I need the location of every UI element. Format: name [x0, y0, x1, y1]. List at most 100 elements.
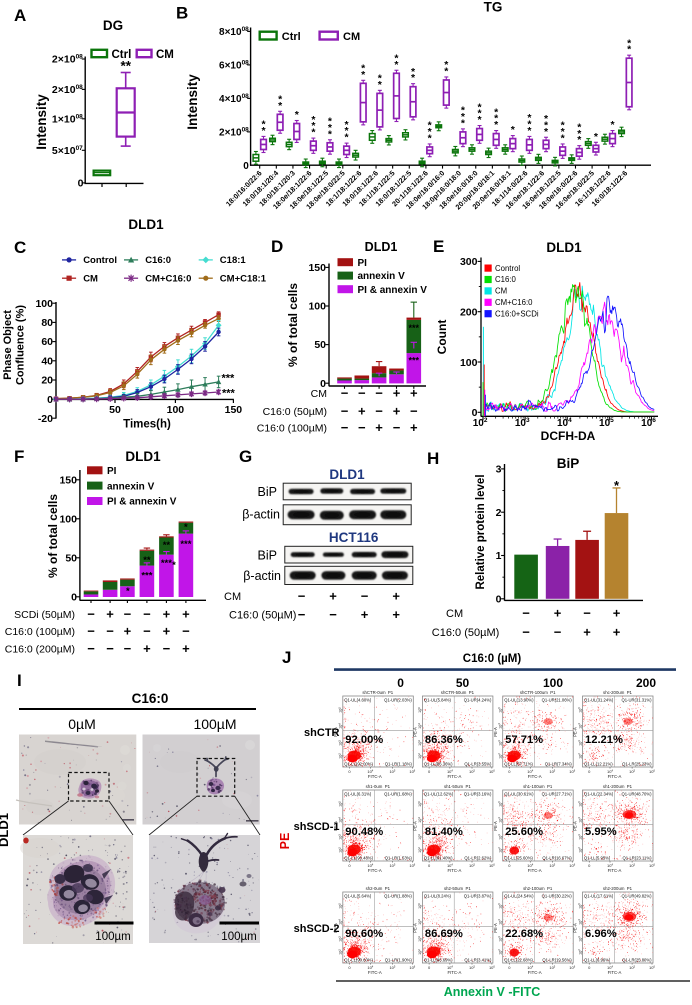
svg-text:***: ***	[409, 356, 420, 366]
svg-text:+: +	[393, 386, 401, 401]
svg-text:103: 103	[417, 834, 422, 840]
svg-text:*: *	[172, 560, 176, 571]
svg-text:-20: -20	[38, 413, 53, 425]
svg-text:105: 105	[469, 964, 475, 970]
svg-text:Q1-UR(2.03%): Q1-UR(2.03%)	[384, 698, 412, 703]
svg-text:*: *	[544, 126, 549, 138]
svg-text:−: −	[341, 420, 349, 435]
svg-text:F: F	[14, 447, 24, 466]
svg-text:Q1-UL(6.31%): Q1-UL(6.31%)	[344, 792, 372, 797]
svg-text:−: −	[124, 641, 132, 656]
svg-text:−: −	[106, 641, 114, 656]
svg-text:0: 0	[348, 769, 351, 774]
svg-text:−: −	[329, 607, 337, 622]
svg-text:CM: CM	[495, 287, 507, 296]
svg-text:sh1-0um P1: sh1-0um P1	[366, 784, 391, 789]
svg-text:DLD1: DLD1	[128, 217, 164, 232]
svg-text:H: H	[427, 449, 439, 468]
svg-text:PE-A: PE-A	[493, 727, 498, 737]
svg-text:0: 0	[588, 769, 591, 774]
svg-text:Q1-LL(5.95%): Q1-LL(5.95%)	[584, 855, 611, 860]
svg-text:sh1-100um P1: sh1-100um P1	[523, 784, 553, 789]
svg-text:102: 102	[417, 949, 422, 955]
svg-text:Relative protein level: Relative protein level	[475, 474, 487, 589]
svg-text:104: 104	[577, 817, 582, 823]
svg-text:104: 104	[497, 817, 502, 823]
svg-text:−: −	[410, 404, 418, 419]
svg-text:Phase Object: Phase Object	[2, 310, 14, 380]
svg-text:−: −	[87, 624, 95, 639]
svg-text:102: 102	[497, 753, 502, 759]
svg-text:Q1-LL(86.36%): Q1-LL(86.36%)	[424, 761, 453, 766]
svg-text:81.40%: 81.40%	[425, 826, 463, 838]
svg-text:103: 103	[417, 936, 422, 942]
svg-text:105: 105	[577, 801, 582, 807]
svg-text:+: +	[392, 607, 400, 622]
svg-text:106: 106	[569, 862, 575, 868]
svg-text:104: 104	[417, 919, 422, 925]
svg-text:0: 0	[428, 863, 431, 868]
svg-text:CM: CM	[446, 608, 463, 620]
svg-text:PE: PE	[278, 833, 292, 850]
svg-text:−: −	[341, 404, 349, 419]
svg-text:Q1-UL(4.60%): Q1-UL(4.60%)	[344, 698, 372, 703]
svg-text:sh1-200um P1: sh1-200um P1	[603, 784, 633, 789]
svg-text:+: +	[375, 420, 383, 435]
svg-text:FITC-A: FITC-A	[447, 868, 461, 873]
svg-text:102: 102	[337, 753, 342, 759]
svg-text:103: 103	[337, 740, 342, 746]
svg-text:Q1-LR(7.34%): Q1-LR(7.34%)	[545, 761, 573, 766]
svg-text:annexin V: annexin V	[107, 481, 155, 492]
svg-text:105: 105	[549, 964, 555, 970]
svg-text:*: *	[444, 65, 449, 77]
svg-text:0: 0	[428, 769, 431, 774]
svg-text:105: 105	[629, 862, 635, 868]
svg-text:20: 20	[41, 375, 53, 387]
svg-text:102: 102	[337, 949, 342, 955]
svg-text:C16:0+SCDi: C16:0+SCDi	[495, 309, 539, 318]
svg-text:J: J	[282, 648, 291, 667]
svg-text:***: ***	[409, 323, 420, 333]
svg-text:PE-A: PE-A	[493, 923, 498, 933]
svg-text:106: 106	[409, 768, 415, 774]
svg-text:*: *	[361, 62, 366, 74]
svg-text:−: −	[358, 420, 366, 435]
svg-text:+: +	[358, 404, 366, 419]
svg-text:*: *	[527, 119, 532, 131]
svg-text:C16:0 (100µM): C16:0 (100µM)	[5, 626, 75, 638]
svg-text:6.96%: 6.96%	[585, 928, 617, 940]
svg-text:*: *	[614, 478, 620, 493]
svg-text:12.21%: 12.21%	[585, 734, 623, 746]
svg-text:103: 103	[337, 936, 342, 942]
svg-text:DLD1: DLD1	[125, 449, 161, 464]
svg-text:PE-A: PE-A	[333, 727, 338, 737]
svg-text:−: −	[375, 386, 383, 401]
svg-text:0: 0	[472, 407, 478, 419]
svg-text:105: 105	[497, 801, 502, 807]
svg-text:104: 104	[497, 723, 502, 729]
svg-text:*: *	[561, 132, 566, 144]
svg-text:−: −	[124, 607, 132, 622]
svg-text:shSCD-2: shSCD-2	[294, 923, 340, 935]
svg-text:Q1-LL(81.40%): Q1-LL(81.40%)	[424, 855, 453, 860]
svg-text:104: 104	[367, 964, 373, 970]
svg-text:103: 103	[497, 936, 502, 942]
svg-text:PE-A: PE-A	[493, 821, 498, 831]
svg-text:Q1-LR(25.80%): Q1-LR(25.80%)	[622, 957, 652, 962]
svg-text:25.60%: 25.60%	[505, 826, 543, 838]
svg-text:50: 50	[314, 339, 326, 351]
svg-text:*: *	[461, 117, 466, 129]
svg-text:TG: TG	[484, 0, 503, 15]
svg-text:−: −	[583, 606, 591, 621]
svg-text:*: *	[394, 59, 399, 71]
svg-text:Q1-LL(57.71%): Q1-LL(57.71%)	[504, 761, 533, 766]
svg-text:−: −	[393, 420, 401, 435]
svg-text:90.60%: 90.60%	[345, 928, 383, 940]
svg-text:104: 104	[527, 964, 533, 970]
svg-text:*: *	[328, 115, 333, 127]
svg-text:0: 0	[71, 591, 77, 603]
svg-text:% of total cells: % of total cells	[46, 494, 60, 578]
svg-text:50: 50	[65, 552, 77, 564]
svg-text:100µm: 100µm	[95, 931, 130, 943]
svg-text:200: 200	[636, 676, 656, 690]
